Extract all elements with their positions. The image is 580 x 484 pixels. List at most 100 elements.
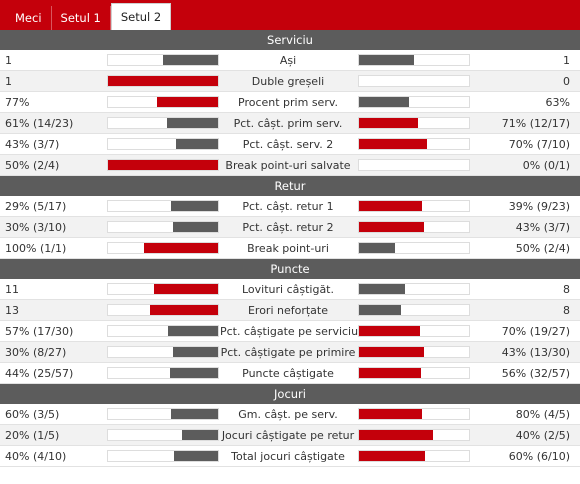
section-header: Serviciu [0,30,580,50]
right-value: 8 [563,304,570,317]
left-bar-fill [168,326,218,336]
left-value: 61% (14/23) [5,117,74,130]
left-value: 57% (17/30) [5,325,74,338]
right-value: 63% [545,96,570,109]
right-bar-fill [359,305,401,315]
stat-row: 61% (14/23) Pct. câșt. prim serv. 71% (12/… [0,113,580,134]
tab-bar: Meci Setul 1 Setul 2 [0,0,580,30]
right-bar-fill [359,243,395,253]
stat-label: Ași [279,54,297,67]
left-value: 1 [5,54,12,67]
right-bar-fill [359,201,422,211]
right-bar-track [358,429,470,441]
right-value: 1 [563,54,570,67]
stat-row: 100% (1/1) Break point-uri 50% (2/4) [0,238,580,259]
left-value: 44% (25/57) [5,367,74,380]
right-bar-fill [359,55,414,65]
left-bar-track [107,408,219,420]
left-bar-fill [108,160,218,170]
stat-label: Break point-uri [247,242,329,255]
right-bar-fill [359,368,421,378]
right-bar-track [358,450,470,462]
stat-row: 44% (25/57) Puncte câștigate 56% (32/57) [0,363,580,384]
stat-row: 20% (1/5) Jocuri câștigate pe retur 40% (2… [0,425,580,446]
stat-label: Pct. câșt. retur 2 [242,221,334,234]
left-bar-track [107,283,219,295]
left-bar-track [107,450,219,462]
stat-row: 77% Procent prim serv. 63% [0,92,580,113]
left-value: 30% (8/27) [5,346,67,359]
left-bar-track [107,242,219,254]
stat-row: 13 Erori neforțate 8 [0,300,580,321]
stat-label: Erori neforțate [247,304,329,317]
right-bar-track [358,325,470,337]
right-value: 8 [563,283,570,296]
right-value: 40% (2/5) [515,429,570,442]
stat-label: Procent prim serv. [238,96,338,109]
right-value: 0% (0/1) [522,159,570,172]
right-bar-track [358,283,470,295]
right-bar-fill [359,139,427,149]
right-value: 43% (3/7) [515,221,570,234]
right-bar-fill [359,118,418,128]
stat-row: 1 Ași 1 [0,50,580,71]
left-bar-fill [144,243,218,253]
stat-row: 57% (17/30) Pct. câștigate pe serviciu 70%… [0,321,580,342]
right-bar-track [358,346,470,358]
right-value: 70% (19/27) [501,325,570,338]
left-value: 77% [5,96,30,109]
stat-label: Puncte câștigate [242,367,334,380]
left-value: 60% (3/5) [5,408,60,421]
right-bar-track [358,304,470,316]
stat-row: 29% (5/17) Pct. câșt. retur 1 39% (9/23) [0,196,580,217]
left-value: 20% (1/5) [5,429,60,442]
left-bar-track [107,75,219,87]
left-bar-track [107,221,219,233]
right-bar-track [358,96,470,108]
right-bar-fill [359,326,420,336]
right-bar-track [358,200,470,212]
left-bar-fill [171,409,218,419]
stat-row: 40% (4/10) Total jocuri câștigate 60% (6/1… [0,446,580,467]
section-header: Puncte [0,259,580,279]
left-bar-fill [174,451,218,461]
right-value: 39% (9/23) [508,200,570,213]
tab-meci[interactable]: Meci [6,6,52,30]
left-bar-fill [170,368,218,378]
stat-row: 30% (3/10) Pct. câșt. retur 2 43% (3/7) [0,217,580,238]
right-bar-track [358,138,470,150]
left-bar-fill [167,118,218,128]
right-value: 0 [563,75,570,88]
left-bar-track [107,346,219,358]
left-value: 40% (4/10) [5,450,67,463]
stat-label: Pct. câștigate pe serviciu [220,325,359,338]
right-bar-fill [359,284,405,294]
stat-label: Jocuri câștigate pe retur [221,429,355,442]
right-value: 70% (7/10) [508,138,570,151]
tab-setul-1[interactable]: Setul 1 [52,6,111,30]
left-bar-fill [176,139,218,149]
stat-label: Duble greșeli [251,75,325,88]
left-bar-fill [173,222,218,232]
stat-label: Pct. câștigate pe primire [220,346,356,359]
stat-row: 60% (3/5) Gm. câșt. pe serv. 80% (4/5) [0,404,580,425]
right-bar-track [358,117,470,129]
left-bar-fill [150,305,218,315]
left-value: 30% (3/10) [5,221,67,234]
stat-label: Pct. câșt. serv. 2 [242,138,334,151]
stat-label: Gm. câșt. pe serv. [238,408,338,421]
right-bar-track [358,159,470,171]
right-value: 50% (2/4) [515,242,570,255]
stat-row: 50% (2/4) Break point-uri salvate 0% (0/1) [0,155,580,176]
left-bar-track [107,304,219,316]
right-value: 56% (32/57) [501,367,570,380]
right-value: 43% (13/30) [501,346,570,359]
left-bar-track [107,200,219,212]
tab-setul-2[interactable]: Setul 2 [110,3,172,30]
right-bar-track [358,242,470,254]
stat-label: Pct. câșt. prim serv. [233,117,343,130]
left-value: 1 [5,75,12,88]
left-bar-fill [173,347,218,357]
left-bar-track [107,54,219,66]
left-value: 13 [5,304,19,317]
